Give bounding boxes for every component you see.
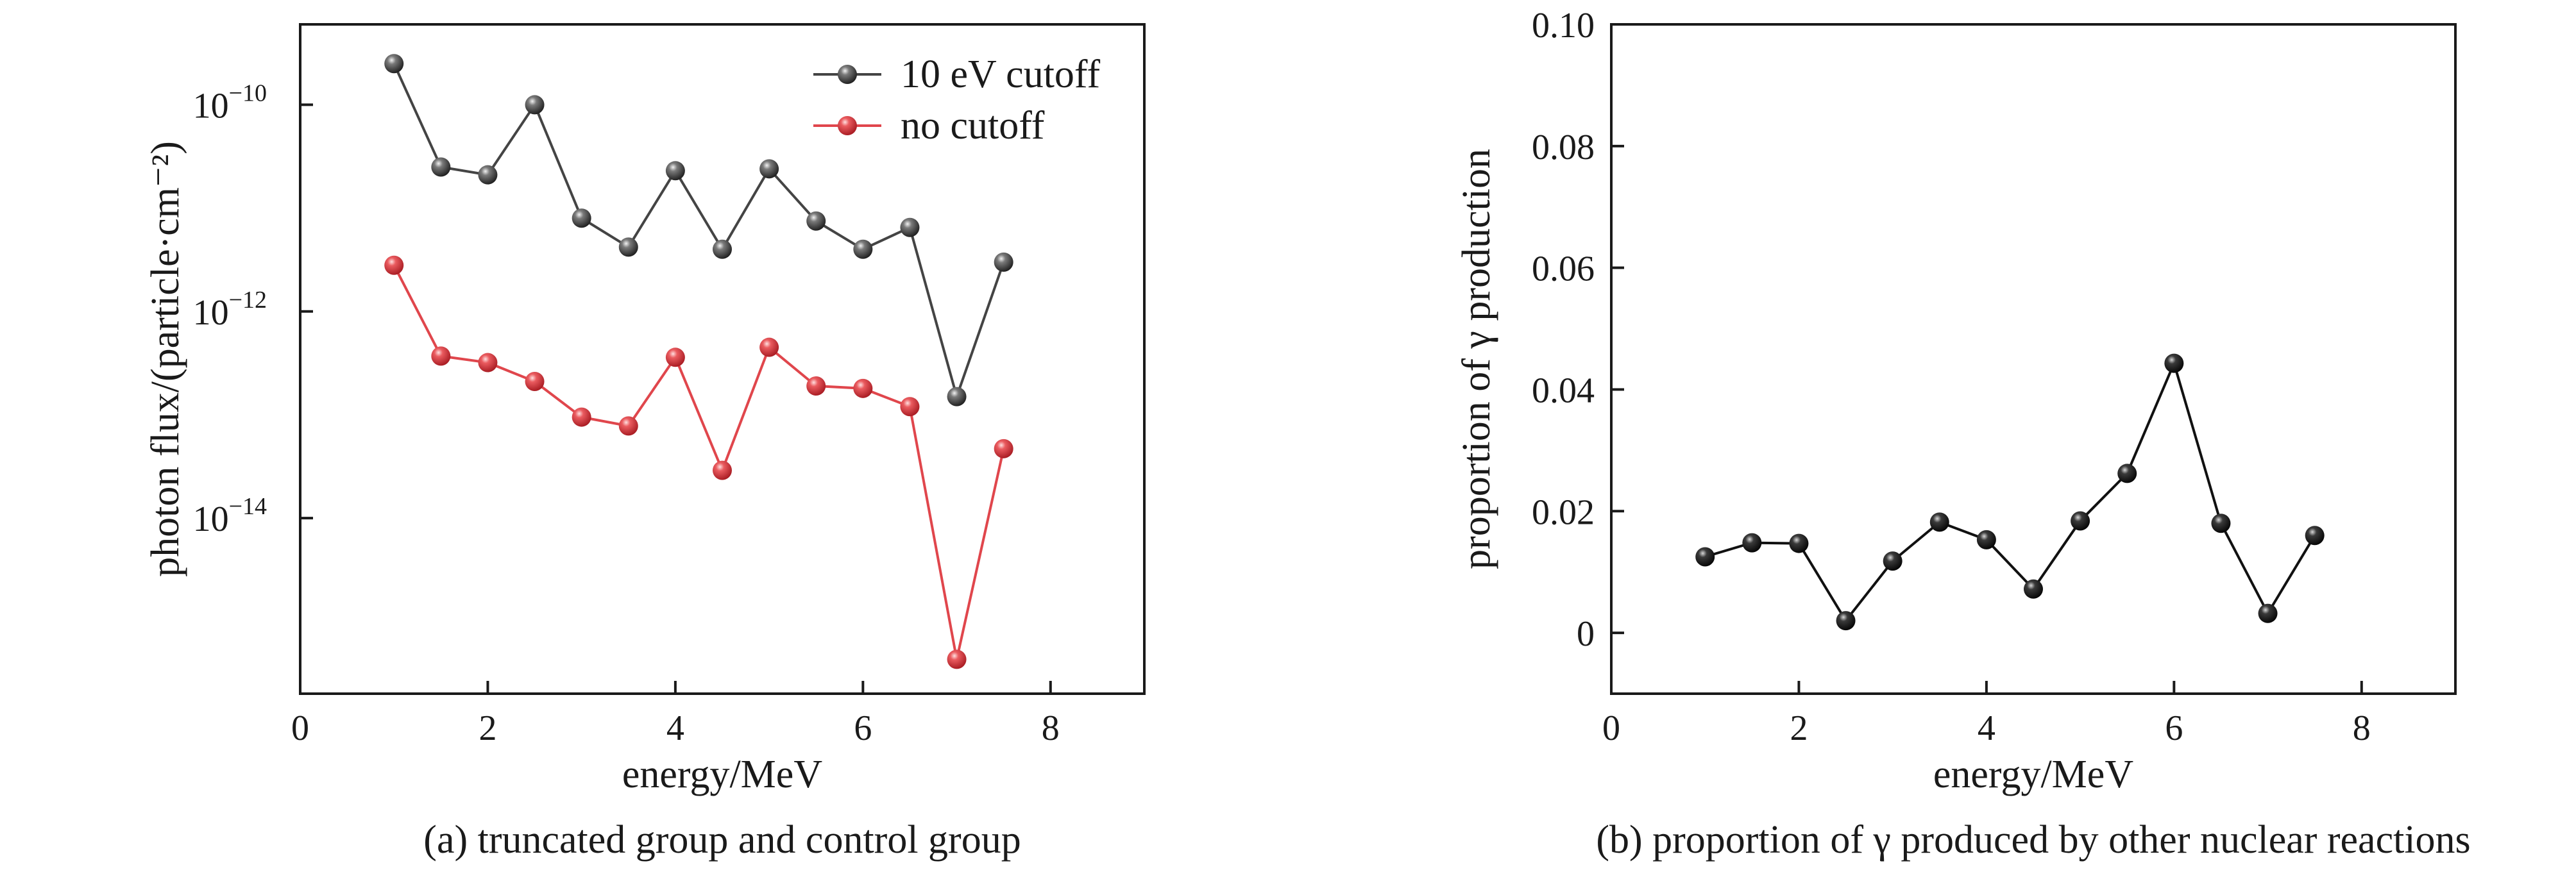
data-point [478, 353, 498, 372]
y-axis-label-b: proportion of γ production [1455, 149, 1498, 569]
data-point [900, 397, 920, 417]
y-axis-label-a: photon flux/(particle·cm⁻²) [144, 141, 187, 577]
y-tick-exponent: −12 [229, 287, 267, 314]
plot-frame-b [1610, 23, 2457, 695]
data-point [1789, 533, 1809, 553]
x-tick-label: 6 [854, 708, 872, 748]
data-point [806, 211, 826, 231]
data-point [759, 337, 779, 357]
y-tick-label: 0.08 [1532, 128, 1595, 167]
series-line [393, 264, 1005, 660]
data-point [2164, 353, 2184, 373]
data-point [713, 239, 732, 259]
y-tick-label: 10−14 [193, 493, 267, 539]
y-tick-label: 10−10 [193, 79, 267, 126]
data-point [665, 161, 685, 181]
data-point [618, 237, 638, 257]
y-axis-b: 0 0.02 0.04 0.06 0.08 0.10 [1532, 6, 1624, 654]
data-point [2258, 603, 2278, 623]
series-group-a [384, 54, 1013, 669]
legend-marker [838, 65, 857, 84]
y-tick-base: 10 [193, 499, 229, 539]
data-point [1836, 611, 1856, 631]
panel-b: 0 2 4 6 8 0 0.02 0.04 0.06 0.08 0.10 energy/MeV p… [1455, 6, 2471, 862]
data-point [1883, 551, 1902, 571]
data-point [900, 217, 920, 237]
x-tick-label: 2 [479, 708, 496, 748]
data-point [947, 649, 967, 669]
data-point [994, 252, 1013, 272]
data-point [2024, 579, 2043, 599]
data-point [1929, 512, 1949, 532]
data-point [2117, 464, 2137, 483]
y-tick-label: 0 [1577, 614, 1595, 654]
legend-label: 10 eV cutoff [901, 53, 1100, 96]
x-tick-label: 8 [1042, 708, 1060, 748]
data-point [572, 407, 591, 427]
data-point [853, 378, 873, 398]
data-point [618, 416, 638, 436]
plot-frame-a [299, 23, 1146, 695]
y-tick-label: 0.04 [1532, 371, 1595, 410]
data-point [431, 157, 451, 177]
x-axis-b: 0 2 4 6 8 [1602, 681, 2371, 748]
y-tick-exponent: −14 [229, 493, 267, 520]
data-point [1742, 533, 1762, 553]
y-tick-exponent: −10 [229, 79, 267, 106]
legend-marker [838, 116, 857, 135]
data-point [525, 95, 545, 115]
x-tick-label: 4 [666, 708, 684, 748]
x-tick-label: 0 [1602, 708, 1620, 748]
data-point [947, 387, 967, 406]
caption-a: (a) truncated group and control group [423, 818, 1021, 862]
y-tick-label: 0.10 [1532, 6, 1595, 46]
data-point [806, 376, 826, 396]
data-point [431, 346, 451, 366]
x-tick-label: 6 [2165, 708, 2183, 748]
data-point [665, 347, 685, 367]
data-point [713, 460, 732, 480]
x-axis-label-a: energy/MeV [622, 753, 822, 796]
data-point [384, 255, 404, 275]
caption-b: (b) proportion of γ produced by other nu… [1596, 818, 2470, 862]
data-point [759, 159, 779, 179]
y-tick-label: 10−12 [193, 287, 267, 333]
legend-a: 10 eV cutoff no cutoff [813, 53, 1100, 147]
data-point [994, 439, 1013, 458]
data-point [1695, 547, 1715, 567]
y-tick-label: 0.06 [1532, 249, 1595, 289]
data-point [572, 208, 591, 228]
y-tick-base: 10 [193, 86, 229, 126]
x-tick-label: 4 [1978, 708, 1996, 748]
data-point [1976, 530, 1996, 549]
y-tick-base: 10 [193, 293, 229, 333]
data-point [384, 54, 404, 74]
legend-label: no cutoff [901, 104, 1045, 147]
x-tick-label: 8 [2353, 708, 2371, 748]
series-group-b [1695, 353, 2325, 631]
data-point [2211, 514, 2231, 533]
data-point [525, 372, 545, 392]
x-tick-label: 0 [291, 708, 309, 748]
data-point [478, 165, 498, 185]
x-axis-a: 0 2 4 6 8 [291, 681, 1060, 748]
x-axis-label-b: energy/MeV [1933, 753, 2133, 796]
y-tick-label: 0.02 [1532, 492, 1595, 532]
data-point [853, 239, 873, 259]
data-point [2071, 511, 2090, 531]
data-point [2305, 526, 2325, 546]
series-line [1704, 359, 2316, 623]
x-tick-label: 2 [1790, 708, 1808, 748]
